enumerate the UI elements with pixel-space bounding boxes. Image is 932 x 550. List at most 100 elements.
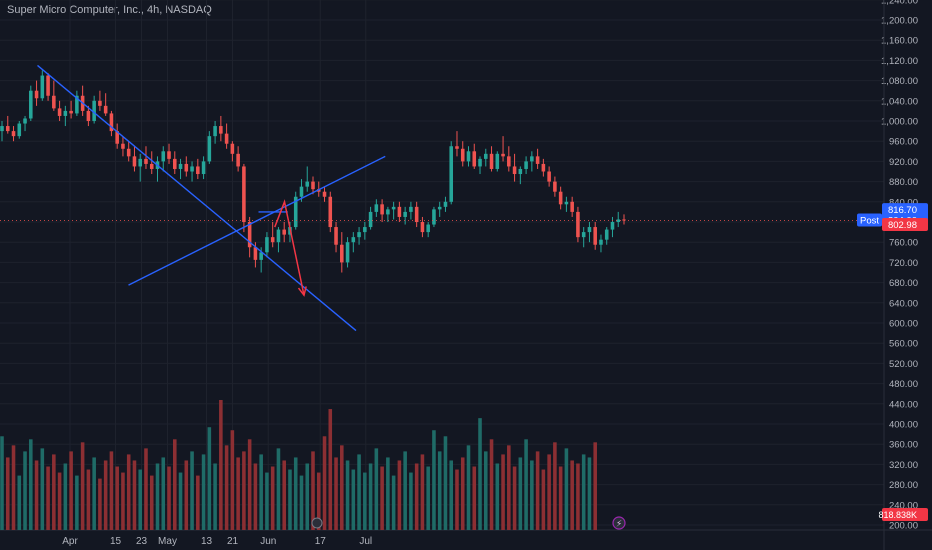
- candle-body: [610, 222, 615, 230]
- volume-bar: [224, 445, 229, 530]
- candle-body: [149, 163, 154, 169]
- volume-bar: [570, 460, 574, 530]
- candle-body: [466, 151, 471, 162]
- volume-bar: [98, 478, 102, 530]
- y-tick-label: 840.00: [889, 197, 918, 208]
- candle-body: [380, 204, 384, 215]
- volume-bar: [334, 457, 338, 530]
- candle-body: [11, 131, 16, 137]
- volume-bar: [380, 466, 384, 530]
- candle-body: [230, 143, 235, 154]
- candle-body: [115, 131, 119, 144]
- y-tick-label: 640.00: [889, 298, 918, 309]
- candle-body: [299, 186, 304, 197]
- y-tick-label: 760.00: [889, 238, 918, 249]
- candle-body: [253, 247, 258, 260]
- candle-body: [259, 252, 263, 260]
- candle-body: [368, 211, 373, 228]
- candle-body: [75, 95, 79, 114]
- candle-body: [311, 181, 315, 190]
- x-tick-label: May: [158, 536, 177, 547]
- candle-body: [593, 227, 597, 245]
- candle-body: [161, 151, 166, 162]
- volume-bar: [363, 472, 367, 530]
- volume-bar: [518, 457, 523, 530]
- candle-body: [535, 156, 540, 164]
- candle-body: [576, 211, 580, 238]
- y-tick-label: 400.00: [889, 420, 918, 431]
- x-tick-label: 17: [315, 536, 327, 547]
- y-tick-label: 360.00: [889, 440, 918, 451]
- volume-bar: [495, 463, 500, 530]
- volume-badge: [882, 508, 928, 521]
- candle-body: [103, 105, 108, 114]
- candle-body: [443, 201, 448, 207]
- volume-bar: [409, 472, 413, 530]
- volume-bar: [144, 448, 148, 530]
- volume-bar: [270, 466, 275, 530]
- candle-body: [530, 156, 534, 162]
- candle-body: [201, 161, 206, 175]
- volume-bar: [201, 454, 206, 530]
- candle-body: [92, 100, 96, 121]
- volume-bar: [109, 451, 114, 530]
- candle-body: [553, 181, 557, 192]
- trendline-descending-resistance: [37, 64, 357, 332]
- volume-bar: [259, 454, 263, 530]
- candle-body: [518, 168, 523, 175]
- candle-body: [328, 196, 333, 228]
- volume-bar: [213, 463, 217, 530]
- volume-bar: [340, 445, 344, 530]
- candle-body: [138, 158, 143, 167]
- candle-body: [616, 219, 621, 222]
- y-tick-label: 600.00: [889, 319, 918, 330]
- y-tick-label: 520.00: [889, 359, 918, 370]
- y-tick-label: 200.00: [889, 521, 918, 532]
- candle-body: [172, 158, 177, 169]
- volume-bar: [432, 430, 436, 530]
- volume-bar: [190, 451, 194, 530]
- volume-bar: [17, 475, 22, 530]
- volume-bar: [403, 451, 407, 530]
- candle-body: [489, 153, 494, 169]
- candle-body: [167, 151, 171, 159]
- volume-bar: [368, 463, 373, 530]
- candle-body: [109, 113, 114, 132]
- volume-bar: [219, 400, 223, 530]
- volume-bar: [576, 463, 580, 530]
- candle-body: [17, 123, 22, 137]
- candle-body: [224, 133, 229, 144]
- candle-body: [460, 148, 465, 162]
- volume-bar: [276, 448, 281, 530]
- volume-bar: [530, 460, 534, 530]
- candle-body: [581, 232, 586, 238]
- candle-body: [293, 196, 298, 228]
- volume-bar: [5, 457, 10, 530]
- candle-body: [29, 90, 33, 119]
- candle-body: [40, 75, 45, 99]
- x-tick-label: Apr: [62, 536, 78, 547]
- volume-bar: [466, 445, 471, 530]
- volume-bar: [86, 469, 91, 530]
- volume-bar: [507, 445, 511, 530]
- candle-body: [604, 229, 609, 240]
- volume-bar: [449, 460, 454, 530]
- y-tick-label: 720.00: [889, 258, 918, 269]
- x-tick-label: Jul: [359, 536, 372, 547]
- x-tick-label: 21: [227, 536, 239, 547]
- lightning-glyph: ⚡: [616, 520, 622, 530]
- y-tick-label: 680.00: [889, 278, 918, 289]
- volume-badge-label: 818.838K: [878, 510, 917, 520]
- volume-bar: [247, 439, 252, 530]
- candle-body: [305, 181, 310, 187]
- candle-body: [345, 242, 350, 263]
- candle-body: [340, 244, 344, 263]
- volume-bar: [115, 466, 119, 530]
- candle-body: [570, 201, 574, 212]
- price-badge-label: 816.70: [888, 205, 917, 216]
- y-tick-label: 480.00: [889, 379, 918, 390]
- candle-body: [334, 227, 338, 245]
- y-tick-label: 1,240.00: [881, 0, 918, 6]
